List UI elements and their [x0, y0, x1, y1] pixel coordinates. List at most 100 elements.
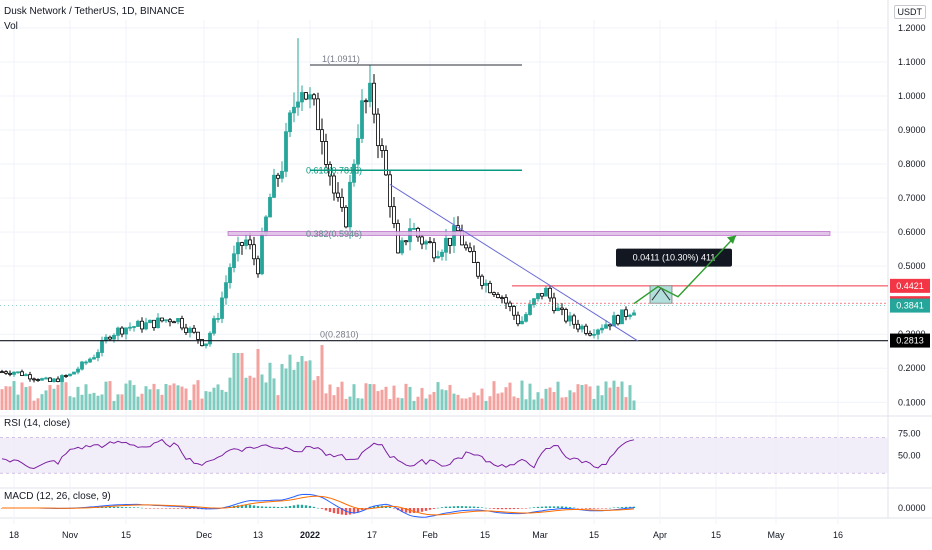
macd-histogram-bar	[392, 508, 396, 509]
candle-body	[248, 239, 252, 246]
macd-histogram-bar	[564, 506, 568, 508]
volume-bar	[396, 397, 400, 410]
candle-body	[396, 223, 400, 254]
volume-bar	[416, 396, 420, 410]
candle-body	[152, 319, 156, 329]
candle-body	[268, 197, 272, 218]
candle-body	[532, 298, 536, 305]
macd-histogram-bar	[276, 506, 280, 508]
volume-bar	[260, 374, 264, 410]
candle-body	[80, 361, 84, 370]
macd-histogram-bar	[528, 507, 532, 509]
macd-histogram-bar	[144, 508, 148, 509]
candle-body	[220, 297, 224, 319]
macd-histogram-bar	[484, 507, 488, 509]
macd-histogram-bar	[448, 506, 452, 508]
volume-bar	[292, 369, 296, 410]
macd-histogram-bar	[424, 508, 428, 511]
candle-body	[148, 319, 152, 324]
volume-bar	[520, 380, 524, 410]
volume-bar	[424, 398, 428, 410]
macd-histogram-bar	[168, 508, 172, 509]
volume-bar	[180, 386, 184, 410]
candle-body	[516, 314, 520, 325]
volume-label: Vol	[4, 21, 18, 32]
volume-bar	[352, 384, 356, 410]
volume-bar	[32, 400, 36, 410]
candle-body	[504, 297, 508, 304]
price-tag-label: 0.3841	[896, 301, 924, 311]
macd-histogram-bar	[120, 507, 124, 508]
macd-histogram-bar	[240, 504, 244, 508]
volume-bar	[200, 398, 204, 410]
x-tick-label: 13	[253, 530, 263, 540]
volume-bar	[620, 381, 624, 410]
volume-bar	[592, 398, 596, 410]
candle-body	[164, 319, 168, 322]
candle-body	[108, 336, 112, 340]
volume-bar	[596, 385, 600, 410]
candle-body	[436, 256, 440, 259]
volume-bar	[28, 386, 32, 410]
y-tick-label: 0.8000	[898, 159, 926, 169]
candle-body	[68, 373, 72, 377]
volume-bar	[496, 393, 500, 410]
candle-body	[256, 258, 260, 275]
candle-body	[508, 302, 512, 307]
volume-bar	[580, 384, 584, 410]
macd-histogram-bar	[440, 507, 444, 508]
volume-bar	[628, 385, 632, 410]
x-tick-label: 17	[367, 530, 377, 540]
volume-bar	[116, 394, 120, 410]
macd-histogram-bar	[112, 506, 116, 508]
candle-body	[444, 237, 448, 253]
volume-bar	[304, 361, 308, 410]
currency-button[interactable]: USDT	[893, 5, 926, 19]
candle-body	[144, 322, 148, 330]
candle-body	[572, 315, 576, 325]
candle-body	[580, 325, 584, 330]
volume-bar	[84, 384, 88, 410]
volume-bar	[316, 376, 320, 410]
candle-body	[12, 371, 16, 375]
macd-histogram-bar	[108, 506, 112, 508]
candle-body	[140, 320, 144, 330]
fib-label-0: 0(0.2810)	[320, 330, 359, 340]
volume-bar	[456, 394, 460, 410]
volume-bar	[212, 387, 216, 410]
candle-body	[608, 324, 612, 327]
candle-body	[352, 163, 356, 183]
candle-body	[500, 297, 504, 299]
candle-body	[188, 327, 192, 333]
candle-body	[628, 314, 632, 317]
candle-body	[388, 174, 392, 208]
volume-bar	[572, 392, 576, 410]
candle-body	[116, 327, 120, 336]
volume-bar	[288, 354, 292, 410]
candle-body	[468, 247, 472, 252]
x-tick-label: Nov	[62, 530, 79, 540]
candle-body	[228, 267, 232, 284]
macd-histogram-bar	[356, 508, 360, 513]
candle-body	[212, 318, 216, 334]
candle-body	[528, 304, 532, 315]
macd-histogram-bar	[520, 508, 524, 509]
candle-body	[208, 332, 212, 345]
macd-histogram-bar	[468, 506, 472, 508]
candle-body	[552, 297, 556, 312]
macd-histogram-bar	[312, 506, 316, 508]
candle-body	[368, 82, 372, 103]
volume-bar	[564, 397, 568, 410]
macd-histogram-bar	[280, 507, 284, 508]
x-tick-label: 15	[711, 530, 721, 540]
macd-histogram-bar	[532, 507, 536, 508]
candle-body	[376, 113, 380, 147]
macd-histogram-bar	[180, 508, 184, 509]
candle-body	[336, 192, 340, 198]
volume-bar	[52, 388, 56, 410]
volume-bar	[284, 368, 288, 410]
macd-histogram-bar	[152, 508, 156, 509]
macd-histogram-bar	[324, 508, 328, 511]
volume-bar	[268, 362, 272, 410]
